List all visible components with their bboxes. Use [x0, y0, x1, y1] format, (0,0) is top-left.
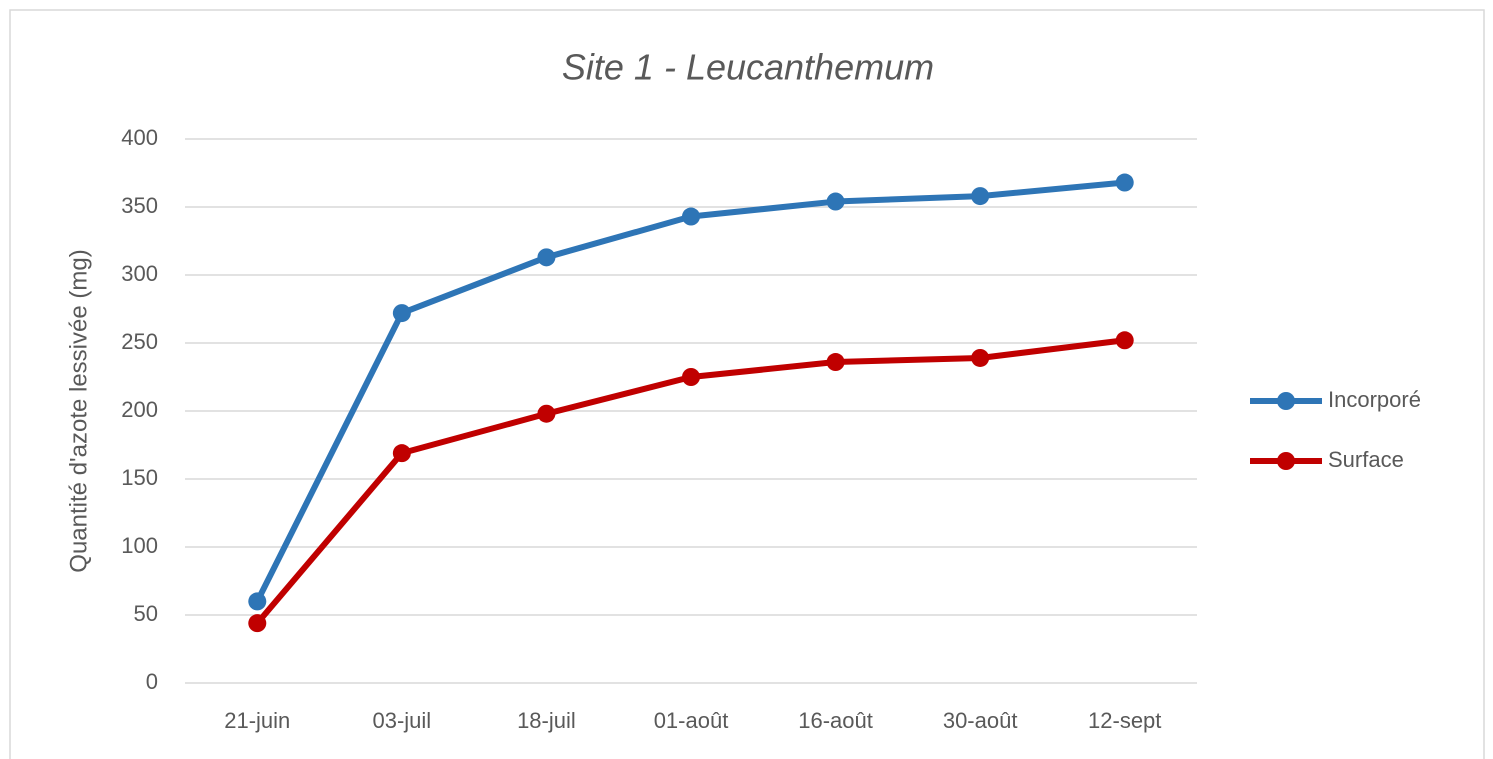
chart-frame — [9, 9, 1485, 759]
x-tick-label: 16-août — [798, 708, 873, 733]
data-point — [826, 353, 845, 372]
data-point — [392, 444, 411, 463]
x-tick-label: 01-août — [654, 708, 729, 733]
legend-marker — [1277, 392, 1295, 410]
data-point — [971, 348, 990, 367]
x-tick-label: 03-juil — [373, 708, 432, 733]
y-axis-label: Quantité d'azote lessivée (mg) — [65, 249, 92, 572]
y-tick-label: 300 — [121, 261, 158, 286]
legend-label: Incorporé — [1328, 387, 1421, 412]
y-tick-label: 350 — [121, 193, 158, 218]
data-point — [1115, 173, 1134, 192]
y-tick-label: 50 — [134, 601, 158, 626]
y-tick-label: 400 — [121, 125, 158, 150]
y-tick-label: 250 — [121, 329, 158, 354]
x-tick-label: 30-août — [943, 708, 1018, 733]
data-point — [248, 592, 267, 611]
data-point — [248, 614, 267, 633]
data-point — [537, 404, 556, 423]
legend-label: Surface — [1328, 447, 1404, 472]
data-point — [537, 248, 556, 267]
data-point — [826, 192, 845, 211]
y-tick-label: 0 — [146, 669, 158, 694]
x-tick-label: 18-juil — [517, 708, 576, 733]
y-tick-label: 100 — [121, 533, 158, 558]
data-point — [1115, 331, 1134, 350]
legend-marker — [1277, 452, 1295, 470]
x-tick-label: 21-juin — [224, 708, 290, 733]
data-point — [392, 304, 411, 323]
data-point — [971, 187, 990, 206]
x-tick-label: 12-sept — [1088, 708, 1161, 733]
y-tick-label: 200 — [121, 397, 158, 422]
data-point — [682, 368, 700, 386]
data-point — [682, 207, 700, 226]
y-tick-label: 150 — [121, 465, 158, 490]
chart-title: Site 1 - Leucanthemum — [562, 47, 934, 88]
